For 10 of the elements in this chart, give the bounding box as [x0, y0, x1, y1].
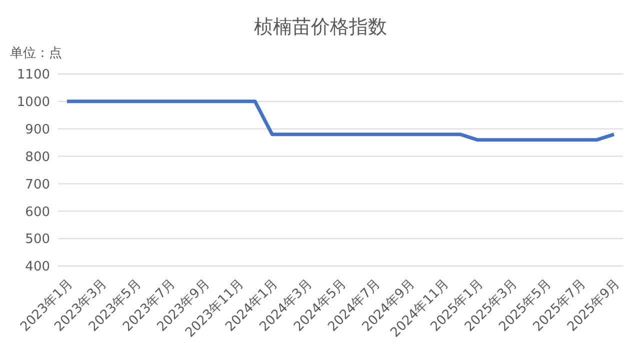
y-tick-label: 1100: [16, 68, 50, 83]
y-tick-label: 800: [25, 150, 50, 165]
y-tick-label: 500: [25, 232, 50, 248]
y-tick-label: 1000: [16, 95, 50, 110]
y-tick-label: 600: [25, 204, 50, 220]
y-tick-label: 900: [25, 122, 50, 138]
y-tick-label: 700: [25, 177, 50, 192]
text: 单位：点: [10, 45, 62, 62]
y-tick-label: 400: [25, 260, 50, 275]
chart-title: 桢楠苗价格指数: [253, 15, 388, 40]
